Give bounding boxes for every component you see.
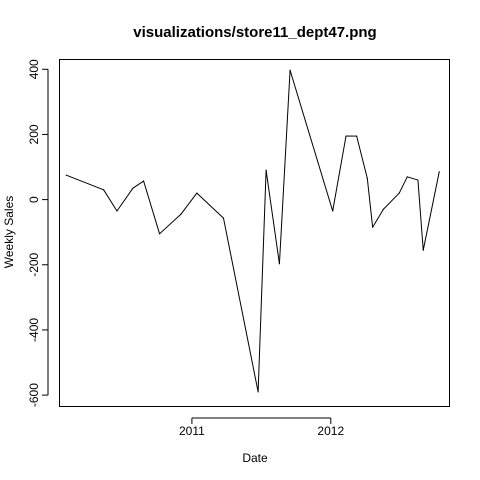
- data-point-22: [422, 249, 424, 251]
- data-point-16: [366, 177, 368, 180]
- series-0-segment-9: [257, 170, 267, 392]
- data-point-1: [103, 189, 105, 191]
- series-0-segment-21: [417, 180, 424, 251]
- series-0-segment-8: [222, 218, 259, 392]
- x-axis: 2011 2012: [179, 417, 344, 438]
- data-point-14: [345, 135, 347, 137]
- y-tick-label-1: -400: [27, 318, 41, 342]
- x-tick-label-0: 2011: [179, 424, 205, 438]
- series-0-segment-11: [278, 70, 291, 264]
- y-tick-label-2: -200: [27, 252, 41, 276]
- y-axis: -600 -400 -200 0 200 400: [27, 59, 49, 407]
- y-axis-label: Weekly Sales: [2, 196, 16, 268]
- data-point-4: [142, 180, 145, 182]
- series-0-segment-3: [132, 180, 144, 189]
- y-tick-label-3: 0: [27, 196, 41, 203]
- data-point-0: [65, 174, 67, 176]
- series-0-segment-12: [289, 70, 334, 212]
- series-0-segment-16: [366, 178, 374, 228]
- series-0-segment-7: [196, 192, 224, 219]
- data-point-17: [372, 226, 374, 228]
- data-point-12: [289, 69, 291, 71]
- data-point-13: [332, 210, 334, 212]
- data-point-15: [356, 135, 358, 137]
- series-0-segment-18: [382, 192, 400, 210]
- data-point-2: [116, 210, 118, 212]
- y-tick-label-5: 400: [27, 59, 41, 79]
- data-point-6: [180, 213, 182, 215]
- y-tick-label-0: -600: [27, 383, 41, 407]
- data-point-9: [257, 391, 259, 393]
- x-axis-label: Date: [242, 451, 268, 465]
- plot-area-frame: [59, 59, 450, 407]
- series-0-segment-15: [356, 135, 368, 179]
- data-point-18: [382, 208, 384, 210]
- series-0-segment-0: [66, 174, 104, 191]
- series-0-segment-13: [332, 135, 347, 212]
- series-0-segment-22: [422, 171, 440, 251]
- series-0-segment-17: [372, 209, 384, 228]
- series-layer: [65, 69, 440, 393]
- data-point-23: [438, 171, 440, 173]
- series-0-segment-1: [103, 189, 118, 212]
- series-0-segment-4: [143, 180, 161, 234]
- data-point-3: [132, 187, 134, 189]
- series-0-segment-19: [398, 176, 408, 194]
- data-point-21: [417, 179, 419, 181]
- series-0-segment-5: [159, 213, 182, 235]
- y-tick-label-4: 200: [27, 124, 41, 144]
- chart-title: visualizations/store11_dept47.png: [133, 24, 376, 41]
- x-tick-label-1: 2012: [317, 424, 344, 438]
- data-point-19: [398, 192, 400, 194]
- series-0-segment-6: [180, 192, 198, 215]
- data-point-7: [196, 192, 198, 194]
- series-0-segment-10: [265, 170, 280, 264]
- series-0: [65, 69, 440, 393]
- data-point-20: [406, 176, 408, 178]
- data-point-8: [222, 217, 225, 219]
- series-0-segment-20: [407, 176, 419, 181]
- data-point-10: [265, 169, 267, 171]
- data-point-11: [278, 263, 281, 265]
- series-0-segment-2: [116, 187, 134, 212]
- data-point-5: [158, 233, 161, 235]
